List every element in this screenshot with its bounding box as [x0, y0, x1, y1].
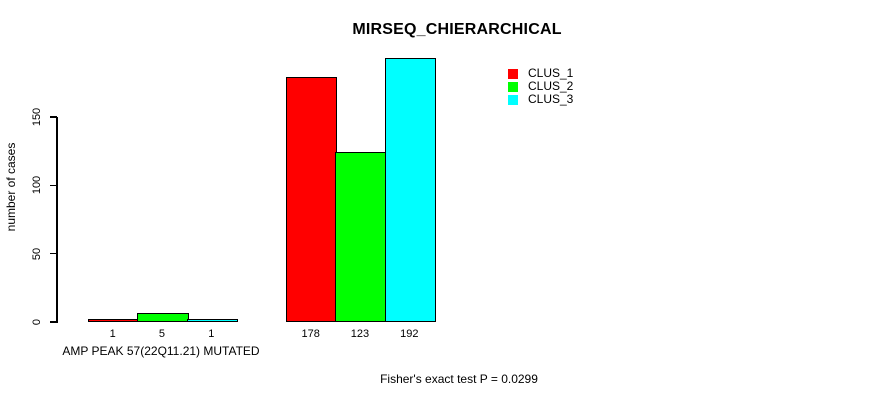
legend-label: CLUS_2 — [528, 79, 574, 93]
bar-value-label: 123 — [350, 328, 370, 340]
bar-clus_2-group2 — [335, 151, 387, 322]
legend-swatch-icon — [508, 81, 518, 92]
bar-value-label: 178 — [301, 328, 320, 340]
y-tick-label: 150 — [31, 107, 43, 127]
bar-value-label: 5 — [158, 328, 166, 340]
legend-swatch-icon — [508, 94, 518, 105]
legend-row-clus_1: CLUS_1 — [508, 67, 573, 80]
bar-clus_1-group2 — [286, 76, 338, 322]
annotation-text: Fisher's exact test P = 0.0299 — [380, 372, 538, 386]
y-tick-mark — [50, 321, 57, 323]
legend-label: CLUS_3 — [528, 92, 574, 106]
y-tick-mark — [50, 184, 57, 187]
y-axis-label: number of cases — [4, 142, 18, 232]
bar-clus_3-group2 — [384, 57, 436, 322]
y-tick-label: 50 — [31, 247, 43, 260]
y-tick-mark — [50, 116, 57, 118]
bar-value-label: 1 — [208, 328, 215, 340]
legend-label: CLUS_1 — [528, 66, 574, 80]
y-axis-line — [56, 117, 58, 323]
legend: CLUS_1 CLUS_2 CLUS_3 — [508, 67, 573, 106]
bar-value-label: 1 — [109, 328, 116, 340]
legend-swatch-icon — [508, 68, 518, 79]
y-tick-label: 100 — [31, 176, 43, 195]
legend-row-clus_3: CLUS_3 — [508, 93, 573, 106]
chart-title: MIRSEQ_CHIERARCHICAL — [352, 21, 562, 38]
bar-clus_1-group1 — [88, 318, 140, 322]
bar-clus_3-group1 — [186, 318, 238, 322]
y-tick-mark — [50, 252, 57, 255]
x-axis-label: AMP PEAK 57(22Q11.21) MUTATED — [62, 344, 260, 358]
bar-value-label: 192 — [400, 328, 419, 340]
legend-row-clus_2: CLUS_2 — [508, 80, 573, 93]
y-tick-label: 0 — [31, 318, 43, 326]
bar-clus_2-group1 — [137, 313, 189, 322]
